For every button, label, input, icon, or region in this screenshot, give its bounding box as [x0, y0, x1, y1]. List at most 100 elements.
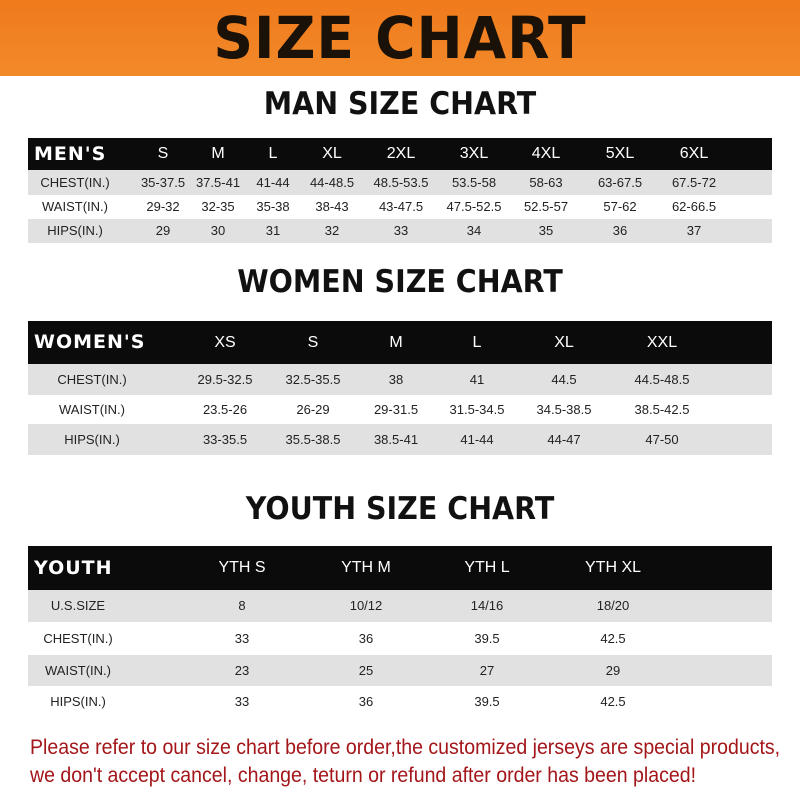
measurement-value: 48.5-53.5 [373, 174, 429, 190]
measurement-value: 41-44 [460, 431, 494, 447]
measurement-value: 39.5 [474, 630, 500, 646]
measurement-value: 37.5-41 [195, 174, 241, 190]
measurement-value: 29 [155, 223, 171, 239]
size-chart-banner: SIZE CHART [0, 0, 800, 76]
banner-title: SIZE CHART [213, 4, 587, 72]
order-notice-line-2: we don't accept cancel, change, teturn o… [30, 764, 697, 787]
measurement-value: 23 [234, 662, 250, 678]
order-notice-line-1: Please refer to our size chart before or… [30, 736, 781, 759]
measurement-value: 63-67.5 [597, 174, 643, 190]
measurement-value: 18/20 [596, 598, 630, 614]
measurement-value: 62-66.5 [671, 199, 717, 215]
women-section-title: WOMEN SIZE CHART [237, 264, 563, 300]
table-row: WAIST(IN.) 23.5-26 26-29 29-31.5 31.5-34.5 34… [28, 395, 772, 424]
measurement-value: 38.5-41 [373, 431, 419, 447]
measurement-value: 38.5-42.5 [634, 401, 690, 417]
measurement-value: 53.5-58 [451, 174, 497, 190]
measurement-value: 14/16 [470, 598, 504, 614]
measurement-value: 33 [234, 694, 250, 710]
measurement-value: 39.5 [474, 694, 500, 710]
measurement-value: 31.5-34.5 [449, 401, 505, 417]
measurement-label: HIPS(IN.) [50, 694, 106, 710]
table-title-cell: MEN'S [34, 142, 107, 165]
measurement-value: 34 [466, 223, 482, 239]
measurement-label: HIPS(IN.) [47, 223, 103, 239]
measurement-label: WAIST(IN.) [45, 662, 111, 678]
table-row: U.S.SIZE 8 10/12 14/16 18/20 [28, 590, 772, 622]
table-row: HIPS(IN.) 33-35.5 35.5-38.5 38.5-41 41-44 44-… [28, 424, 772, 455]
measurement-value: 33 [393, 223, 409, 239]
size-header-cell: 6XL [679, 145, 709, 163]
size-header-cell: M [389, 333, 403, 351]
measurement-value: 47.5-52.5 [446, 199, 502, 215]
measurement-value: 26-29 [296, 401, 330, 417]
men-size-table: MEN'S S M L XL 2XL 3XL 4XL 5XL 6XL CHEST(IN.) 35-37… [28, 138, 772, 243]
size-header-cell: 4XL [531, 145, 561, 163]
measurement-value: 35-38 [256, 199, 290, 215]
measurement-value: 31 [265, 223, 281, 239]
size-header-cell: YTH M [341, 559, 391, 577]
measurement-value: 32-35 [201, 199, 235, 215]
size-header-cell: S [157, 145, 169, 163]
measurement-value: 52.5-57 [523, 199, 569, 215]
size-header-cell: M [211, 145, 225, 163]
size-header-cell: 2XL [386, 145, 416, 163]
measurement-value: 43-47.5 [378, 199, 424, 215]
size-header-cell: XS [214, 333, 236, 351]
table-row: CHEST(IN.) 29.5-32.5 32.5-35.5 38 41 44.5 44.5… [28, 364, 772, 395]
measurement-value: 35-37.5 [140, 174, 186, 190]
measurement-value: 30 [210, 223, 226, 239]
table-row: WAIST(IN.) 29-32 32-35 35-38 38-43 43-47.5 47.… [28, 195, 772, 219]
table-row: CHEST(IN.) 35-37.5 37.5-41 41-44 44-48.5 48.5… [28, 170, 772, 195]
size-header-cell: YTH S [218, 559, 266, 577]
measurement-value: 33-35.5 [202, 431, 248, 447]
table-header: MEN'S S M L XL 2XL 3XL 4XL 5XL 6XL [28, 138, 772, 170]
measurement-value: 36 [358, 630, 374, 646]
women-size-table: WOMEN'S XS S M L XL XXL CHEST(IN.) 29.5-32.5 32.5… [28, 321, 772, 455]
size-header-cell: L [472, 333, 482, 351]
measurement-label: CHEST(IN.) [40, 174, 110, 190]
measurement-value: 29-31.5 [373, 401, 419, 417]
measurement-value: 44.5 [551, 371, 577, 387]
youth-size-table: YOUTH YTH S YTH M YTH L YTH XL U.S.SIZE 8 10/12… [28, 546, 772, 718]
size-header-cell: YTH L [464, 559, 510, 577]
table-header: YOUTH YTH S YTH M YTH L YTH XL [28, 546, 772, 590]
measurement-value: 35.5-38.5 [285, 431, 341, 447]
youth-section-title: YOUTH SIZE CHART [245, 491, 555, 527]
men-section-title: MAN SIZE CHART [263, 86, 537, 122]
measurement-value: 42.5 [600, 630, 626, 646]
measurement-label: HIPS(IN.) [64, 431, 120, 447]
measurement-value: 27 [479, 662, 495, 678]
table-row: HIPS(IN.) 33 36 39.5 42.5 [28, 686, 772, 718]
measurement-value: 8 [238, 598, 246, 614]
measurement-value: 10/12 [349, 598, 383, 614]
measurement-value: 29.5-32.5 [197, 371, 253, 387]
measurement-value: 47-50 [645, 431, 679, 447]
table-title-cell: YOUTH [34, 556, 113, 579]
measurement-value: 57-62 [603, 199, 637, 215]
measurement-value: 34.5-38.5 [536, 401, 592, 417]
measurement-label: U.S.SIZE [50, 598, 106, 614]
measurement-value: 33 [234, 630, 250, 646]
measurement-value: 41-44 [256, 174, 290, 190]
table-row: HIPS(IN.) 29 30 31 32 33 34 35 36 37 [28, 219, 772, 243]
table-row: CHEST(IN.) 33 36 39.5 42.5 [28, 622, 772, 655]
size-header-cell: XL [554, 333, 574, 351]
size-header-cell: YTH XL [584, 559, 642, 577]
measurement-label: WAIST(IN.) [59, 401, 125, 417]
measurement-value: 38-43 [315, 199, 349, 215]
table-row: WAIST(IN.) 23 25 27 29 [28, 655, 772, 686]
measurement-value: 38 [388, 371, 404, 387]
size-header-cell: XL [322, 145, 342, 163]
measurement-value: 29-32 [146, 199, 180, 215]
measurement-value: 32.5-35.5 [285, 371, 341, 387]
measurement-value: 67.5-72 [671, 174, 717, 190]
table-title-cell: WOMEN'S [34, 331, 146, 354]
size-header-cell: XXL [646, 333, 678, 351]
size-header-cell: S [307, 333, 319, 351]
measurement-value: 35 [538, 223, 554, 239]
measurement-value: 37 [686, 223, 702, 239]
measurement-value: 25 [358, 662, 374, 678]
measurement-value: 36 [612, 223, 628, 239]
measurement-label: CHEST(IN.) [43, 630, 113, 646]
